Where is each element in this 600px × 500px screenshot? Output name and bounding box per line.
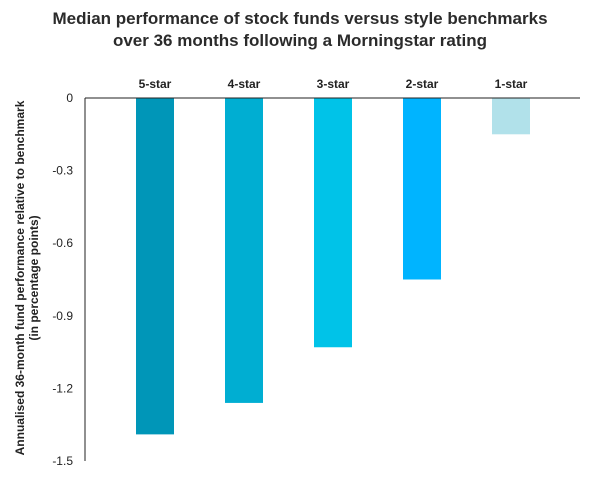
bar-3-star bbox=[314, 98, 352, 348]
y-tick-label: 0 bbox=[66, 91, 73, 105]
y-axis-label-line-1: Annualised 36-month fund performance rel… bbox=[13, 100, 27, 455]
y-axis-label: Annualised 36-month fund performance rel… bbox=[13, 100, 41, 455]
category-label-1-star: 1-star bbox=[495, 77, 528, 91]
category-label-5-star: 5-star bbox=[139, 77, 172, 91]
category-label-2-star: 2-star bbox=[406, 77, 439, 91]
y-tick-label: -0.6 bbox=[52, 236, 73, 250]
y-axis-ticks: 0 -0.3 -0.6 -0.9 -1.2 -1.5 bbox=[52, 91, 73, 468]
chart-title-line-1: Median performance of stock funds versus… bbox=[52, 9, 548, 28]
y-tick-label: -1.5 bbox=[52, 454, 73, 468]
chart-title-line-2: over 36 months following a Morningstar r… bbox=[112, 31, 488, 50]
bar-4-star bbox=[225, 98, 263, 403]
category-label-4-star: 4-star bbox=[228, 77, 261, 91]
bar-1-star bbox=[492, 98, 530, 135]
bar-2-star bbox=[403, 98, 441, 280]
y-tick-label: -1.2 bbox=[52, 381, 73, 395]
chart-title: Median performance of stock funds versus… bbox=[0, 8, 600, 52]
category-label-3-star: 3-star bbox=[317, 77, 350, 91]
y-axis-label-line-2: (in percentage points) bbox=[27, 215, 41, 340]
y-tick-label: -0.9 bbox=[52, 309, 73, 323]
category-labels: 5-star 4-star 3-star 2-star 1-star bbox=[139, 77, 528, 91]
y-tick-label: -0.3 bbox=[52, 164, 73, 178]
bar-5-star bbox=[136, 98, 174, 435]
bars bbox=[136, 98, 530, 435]
